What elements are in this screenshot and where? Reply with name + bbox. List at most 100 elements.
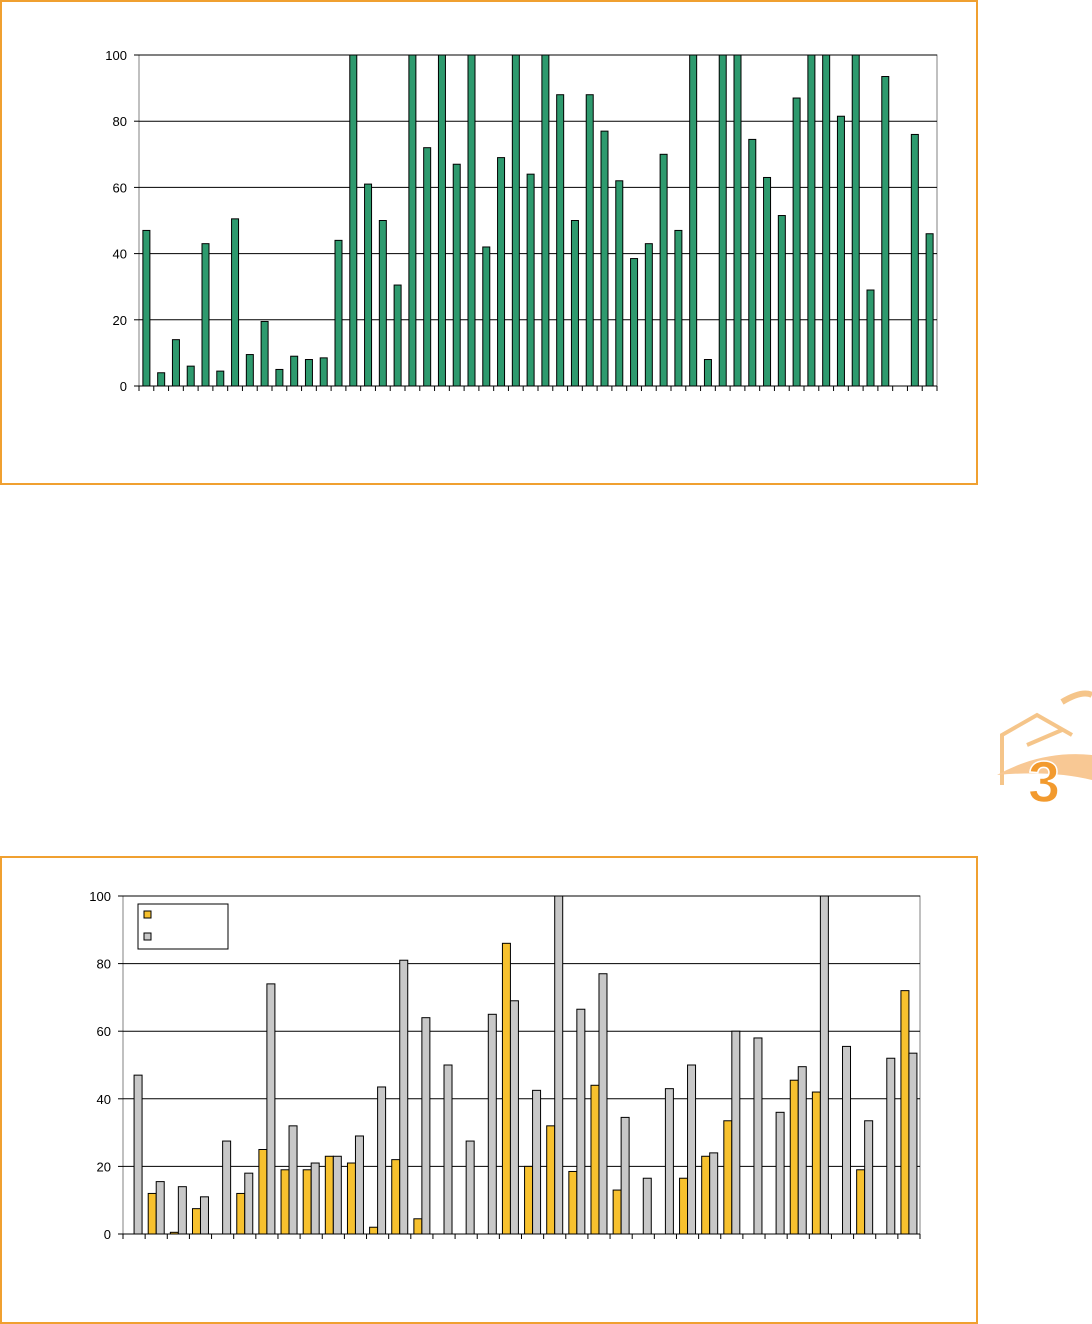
bar bbox=[467, 54, 476, 387]
bar bbox=[925, 233, 934, 387]
y-tick-label: 100 bbox=[89, 889, 111, 904]
bar bbox=[590, 1084, 600, 1235]
bar bbox=[900, 990, 910, 1235]
bar bbox=[222, 1140, 232, 1235]
bar bbox=[290, 355, 299, 387]
bar bbox=[630, 258, 639, 387]
bar bbox=[822, 54, 831, 387]
chart-panel-bottom: 0 20 40 60 80 100 bbox=[0, 856, 978, 1324]
bar bbox=[245, 354, 254, 387]
y-tick-label: 20 bbox=[97, 1159, 111, 1174]
bar bbox=[526, 173, 535, 387]
bar bbox=[509, 1000, 519, 1235]
bar bbox=[568, 1170, 578, 1235]
bar bbox=[612, 1189, 622, 1235]
bar bbox=[511, 54, 520, 387]
bar bbox=[199, 1196, 209, 1235]
bar bbox=[642, 1177, 652, 1235]
bar bbox=[369, 1226, 379, 1235]
bar bbox=[748, 138, 757, 387]
legend-swatch bbox=[143, 932, 152, 941]
bar bbox=[421, 1017, 431, 1235]
bar bbox=[319, 357, 328, 387]
bar bbox=[280, 1169, 290, 1235]
bar bbox=[236, 1192, 246, 1235]
bar bbox=[856, 1169, 866, 1235]
bar bbox=[864, 1120, 874, 1235]
bar bbox=[393, 284, 402, 387]
bar bbox=[346, 1162, 356, 1235]
bar bbox=[501, 942, 511, 1235]
bar bbox=[244, 1172, 254, 1235]
legend bbox=[137, 903, 229, 950]
legend-box bbox=[137, 903, 229, 950]
bar bbox=[842, 1045, 852, 1235]
bar bbox=[201, 243, 210, 387]
bar bbox=[733, 54, 742, 387]
bar bbox=[620, 1116, 630, 1235]
bar bbox=[437, 54, 446, 387]
legend-swatch bbox=[143, 910, 152, 919]
plot-area bbox=[138, 54, 938, 387]
bar bbox=[288, 1125, 298, 1235]
bar bbox=[258, 1149, 268, 1235]
chart-top-svg: 0 20 40 60 80 100 bbox=[105, 48, 938, 394]
bar bbox=[674, 229, 683, 387]
bar bbox=[679, 1177, 689, 1235]
bar bbox=[753, 1037, 763, 1235]
y-tick-label: 20 bbox=[113, 313, 127, 328]
y-tick-label: 40 bbox=[113, 247, 127, 262]
bar bbox=[811, 1091, 821, 1235]
bar bbox=[142, 229, 151, 387]
bar bbox=[186, 365, 195, 387]
bar bbox=[792, 97, 801, 387]
bar bbox=[664, 1088, 674, 1235]
bar bbox=[731, 1030, 741, 1235]
bar bbox=[709, 1152, 719, 1235]
y-tick-label: 60 bbox=[113, 180, 127, 195]
bar bbox=[763, 176, 772, 387]
bar bbox=[266, 983, 276, 1235]
bar bbox=[413, 1218, 423, 1235]
bar bbox=[364, 183, 373, 387]
bar bbox=[260, 320, 269, 387]
bar bbox=[554, 895, 564, 1235]
y-tick-label: 60 bbox=[97, 1024, 111, 1039]
bar bbox=[775, 1111, 785, 1235]
bar bbox=[718, 54, 727, 387]
chart-bottom-svg: 0 20 40 60 80 100 bbox=[89, 889, 921, 1242]
bar bbox=[546, 1125, 556, 1235]
bar bbox=[886, 1057, 896, 1235]
bar bbox=[378, 220, 387, 387]
bar bbox=[600, 130, 609, 387]
bar bbox=[687, 1064, 697, 1235]
bar bbox=[851, 54, 860, 387]
bar bbox=[703, 359, 712, 387]
bar bbox=[231, 218, 240, 387]
bar bbox=[332, 1155, 342, 1235]
bar bbox=[349, 54, 358, 387]
bar bbox=[807, 54, 816, 387]
y-tick-label: 80 bbox=[97, 957, 111, 972]
bar bbox=[391, 1159, 401, 1235]
bar bbox=[644, 243, 653, 387]
bar bbox=[541, 54, 550, 387]
bar bbox=[147, 1192, 157, 1235]
bar bbox=[836, 115, 845, 387]
bar bbox=[482, 246, 491, 387]
y-tick-label: 40 bbox=[97, 1092, 111, 1107]
bar bbox=[171, 339, 180, 387]
bar bbox=[789, 1079, 799, 1235]
bar bbox=[216, 370, 225, 387]
bar bbox=[881, 76, 890, 387]
bar bbox=[408, 54, 417, 387]
y-tick-label: 0 bbox=[120, 379, 127, 394]
bar bbox=[524, 1165, 534, 1235]
bar bbox=[310, 1162, 320, 1235]
badge-number: 3 bbox=[1028, 750, 1060, 810]
bar bbox=[797, 1066, 807, 1235]
bar bbox=[302, 1169, 312, 1235]
bar bbox=[866, 289, 875, 387]
bar bbox=[723, 1120, 733, 1235]
bar bbox=[689, 54, 698, 387]
